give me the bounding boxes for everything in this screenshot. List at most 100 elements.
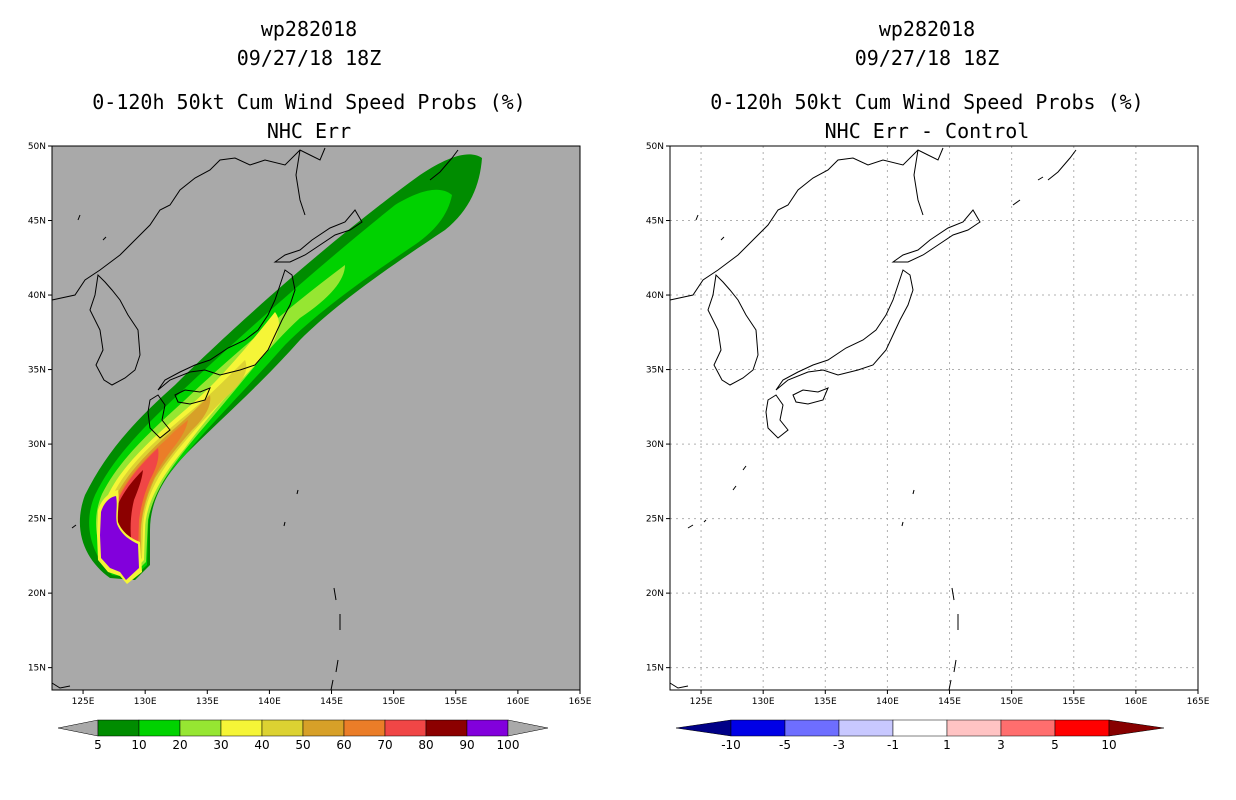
map-frame <box>51 145 581 691</box>
map-frame <box>669 145 1199 691</box>
colorbar-label: 40 <box>254 738 269 752</box>
colorbar-swatch <box>730 719 786 737</box>
storm-id: wp282018 <box>878 17 976 41</box>
lon-label: 160E <box>506 697 529 707</box>
lat-label: 35N <box>28 366 46 376</box>
lat-label: 15N <box>28 664 46 674</box>
lat-label: 50N <box>646 142 664 152</box>
map-background <box>52 146 580 690</box>
colorbar-label: 100 <box>497 738 520 752</box>
probability-swath <box>79 154 483 584</box>
lat-label: 30N <box>646 440 664 450</box>
lat-label: 15N <box>646 664 664 674</box>
lat-label: 40N <box>28 291 46 301</box>
colorbar-swatch <box>302 719 345 737</box>
colorbar-swatch <box>220 719 263 737</box>
lat-label: 50N <box>28 142 46 152</box>
product-subtitle: NHC Err <box>266 119 352 143</box>
lat-label: 20N <box>646 589 664 599</box>
colorbar-label: 80 <box>418 738 433 752</box>
forecast-date: 09/27/18 18Z <box>854 46 1000 70</box>
lon-label: 130E <box>752 697 775 707</box>
lon-label: 150E <box>382 697 405 707</box>
colorbar-label: 30 <box>213 738 228 752</box>
lat-label: 30N <box>28 440 46 450</box>
colorbar-label: -1 <box>887 738 899 752</box>
colorbar-label: 90 <box>459 738 474 752</box>
colorbar-swatch <box>138 719 181 737</box>
lon-label: 160E <box>1124 697 1147 707</box>
lon-label: 135E <box>814 697 837 707</box>
colorbar-swatch <box>261 719 304 737</box>
left-panel: wp282018 09/27/18 18Z 0-120h 50kt Cum Wi… <box>28 17 592 752</box>
lon-label: 165E <box>1187 697 1210 707</box>
lon-label: 135E <box>196 697 219 707</box>
lat-labels: 15N 20N 25N 30N 35N 40N 45N 50N <box>28 142 52 674</box>
lat-label: 45N <box>28 217 46 227</box>
colorbar-label: -10 <box>721 738 741 752</box>
forecast-date: 09/27/18 18Z <box>236 46 382 70</box>
lat-label: 20N <box>28 589 46 599</box>
colorbar: -10 -5 -3 -1 1 3 5 10 <box>675 719 1165 752</box>
lat-label: 40N <box>646 291 664 301</box>
lat-label: 25N <box>28 515 46 525</box>
lon-label: 130E <box>134 697 157 707</box>
colorbar-end-right <box>1108 719 1165 737</box>
right-map-svg: 15N 20N 25N 30N 35N 40N 45N 50N 125E 130E 135E 140… <box>646 142 1210 752</box>
lat-label: 25N <box>646 515 664 525</box>
colorbar-end-left <box>675 719 732 737</box>
colorbar-end-right <box>507 719 549 737</box>
colorbar-swatch <box>179 719 222 737</box>
lon-label: 145E <box>938 697 961 707</box>
lon-label: 155E <box>444 697 467 707</box>
lon-label: 145E <box>320 697 343 707</box>
colorbar-label: 5 <box>1051 738 1059 752</box>
right-panel: wp282018 09/27/18 18Z 0-120h 50kt Cum Wi… <box>618 0 1236 800</box>
lon-label: 150E <box>1000 697 1023 707</box>
colorbar-label: 50 <box>295 738 310 752</box>
colorbar-swatch <box>384 719 427 737</box>
colorbar-label: 5 <box>94 738 102 752</box>
colorbar-label: 10 <box>1101 738 1116 752</box>
colorbar: 5 10 20 30 40 50 60 70 80 90 100 <box>57 719 549 752</box>
product-subtitle: NHC Err - Control <box>824 119 1030 143</box>
gridlines <box>670 145 1199 690</box>
colorbar-label: 1 <box>943 738 951 752</box>
colorbar-label: 60 <box>336 738 351 752</box>
colorbar-swatch <box>1054 719 1110 737</box>
coastlines <box>51 147 459 691</box>
prob-band-100 <box>100 496 139 580</box>
left-map-svg: 15N 20N 25N 30N 35N 40N 45N 50N 125E 130E 135E 140… <box>28 142 592 752</box>
colorbar-swatch <box>466 719 509 737</box>
colorbar-label: -5 <box>779 738 791 752</box>
product-title: 0-120h 50kt Cum Wind Speed Probs (%) <box>92 90 526 114</box>
lon-label: 165E <box>569 697 592 707</box>
product-title: 0-120h 50kt Cum Wind Speed Probs (%) <box>710 90 1144 114</box>
lat-label: 45N <box>646 217 664 227</box>
lon-label: 125E <box>690 697 713 707</box>
lon-label: 155E <box>1062 697 1085 707</box>
colorbar-label: 20 <box>172 738 187 752</box>
lat-label: 35N <box>646 366 664 376</box>
colorbar-end-left <box>57 719 99 737</box>
colorbar-swatch <box>892 719 948 737</box>
colorbar-label: 10 <box>131 738 146 752</box>
lon-labels: 125E 130E 135E 140E 145E 150E 155E 160E 165E <box>72 690 592 707</box>
lon-label: 140E <box>876 697 899 707</box>
colorbar-swatch <box>97 719 140 737</box>
colorbar-swatch <box>946 719 1002 737</box>
lon-label: 140E <box>258 697 281 707</box>
colorbar-label: 70 <box>377 738 392 752</box>
lon-label: 125E <box>72 697 95 707</box>
coastlines <box>669 147 1077 691</box>
storm-id: wp282018 <box>260 17 358 41</box>
colorbar-label: -3 <box>833 738 845 752</box>
lat-labels: 15N 20N 25N 30N 35N 40N 45N 50N <box>646 142 670 674</box>
colorbar-swatch <box>1000 719 1056 737</box>
colorbar-swatch <box>343 719 386 737</box>
lon-labels: 125E 130E 135E 140E 145E 150E 155E 160E 165E <box>690 690 1210 707</box>
colorbar-swatch <box>784 719 840 737</box>
colorbar-swatch <box>838 719 894 737</box>
colorbar-swatch <box>425 719 468 737</box>
map-background <box>670 146 1198 690</box>
